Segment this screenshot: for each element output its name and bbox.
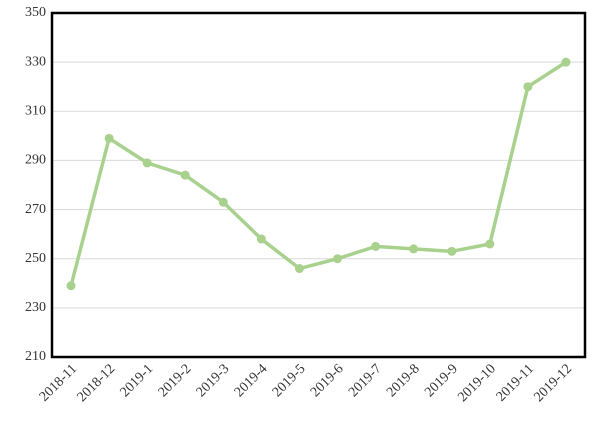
x-tick-label: 2019-1 <box>118 361 157 400</box>
point <box>447 246 457 256</box>
point <box>142 158 152 168</box>
plot-frame <box>50 11 587 359</box>
x-tick-label: 2019-4 <box>232 361 271 400</box>
y-tick-label: 230 <box>25 300 46 315</box>
x-tick-label: 2019-6 <box>308 361 347 400</box>
y-tick-label: 350 <box>25 5 46 20</box>
x-tick-label: 2018-12 <box>75 361 119 405</box>
point <box>180 170 190 180</box>
y-tick-label: 270 <box>25 202 46 217</box>
point <box>409 244 419 254</box>
y-tick-label: 330 <box>25 54 46 69</box>
x-tick-label: 2019-8 <box>384 361 423 400</box>
x-tick-label: 2019-12 <box>531 361 575 405</box>
x-tick-label: 2019-10 <box>455 361 499 405</box>
point <box>371 241 381 251</box>
point <box>66 281 76 291</box>
x-tick-label: 2019-3 <box>194 361 233 400</box>
x-tick-label: 2019-2 <box>156 361 195 400</box>
point <box>523 82 533 92</box>
y-tick-label: 250 <box>25 251 46 266</box>
y-tick-label: 290 <box>25 153 46 168</box>
point <box>256 234 266 244</box>
point <box>294 264 304 274</box>
y-tick-label: 310 <box>25 104 46 119</box>
point <box>218 197 228 207</box>
point <box>104 133 114 143</box>
point <box>485 239 495 249</box>
y-tick-label: 210 <box>25 349 46 364</box>
point <box>333 254 343 264</box>
x-tick-label: 2019-5 <box>270 361 309 400</box>
x-tick-label: 2019-11 <box>494 361 537 404</box>
x-tick-label: 2018-11 <box>37 361 80 404</box>
x-tick-label: 2019-7 <box>346 361 385 400</box>
point <box>561 57 571 67</box>
line <box>69 60 567 287</box>
